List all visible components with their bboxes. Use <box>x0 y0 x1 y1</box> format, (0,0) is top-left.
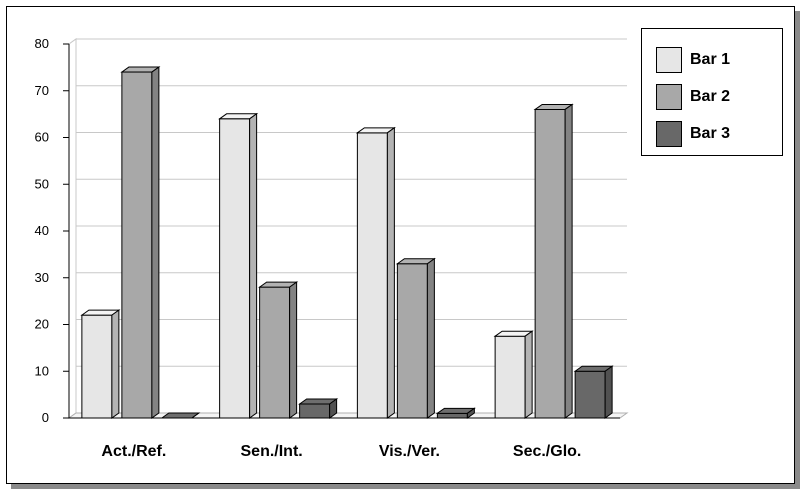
axes <box>63 38 629 419</box>
y-tick-label: 50 <box>35 176 49 191</box>
bar-3-3-side <box>466 407 475 419</box>
bar-1-3-front <box>356 132 388 419</box>
legend-swatch-bar-2 <box>656 84 682 110</box>
bar-1-1-side <box>111 309 120 419</box>
legend-label-bar-3: Bar 3 <box>690 125 731 142</box>
bar-2-1-front <box>121 71 153 419</box>
y-tick-label: 20 <box>35 317 49 332</box>
legend-item-bar-2: Bar 2 <box>656 84 781 112</box>
bar-2-2-side <box>289 281 298 419</box>
y-tick-label: 40 <box>35 223 49 238</box>
bar-3-2-front <box>299 403 331 419</box>
bar-3-4-side <box>604 365 613 419</box>
bar-1-2-front <box>219 118 251 419</box>
bar-2-3-side <box>426 257 435 419</box>
x-category-label: Act./Ref. <box>101 443 166 460</box>
bar-3-3-front <box>436 412 468 419</box>
legend-item-bar-1: Bar 1 <box>656 47 781 75</box>
bars <box>80 66 614 419</box>
x-category-label: Sec./Glo. <box>513 443 581 460</box>
y-tick-label: 10 <box>35 363 49 378</box>
legend-item-bar-3: Bar 3 <box>656 121 781 149</box>
bar-1-4-side <box>524 330 533 419</box>
bar-3-1-side <box>191 412 200 419</box>
legend-label-bar-1: Bar 1 <box>690 51 731 68</box>
y-tick-label: 70 <box>35 83 49 98</box>
bar-2-4-side <box>564 103 573 419</box>
legend-swatch-bar-3 <box>656 121 682 147</box>
bar-1-2-side <box>249 112 258 419</box>
x-category-label: Vis./Ver. <box>379 443 440 460</box>
x-category-labels: Act./Ref. Sen./Int. Vis./Ver. Sec./Glo. <box>101 443 581 460</box>
y-tick-label: 60 <box>35 130 49 145</box>
y-tick-label: 0 <box>42 410 49 425</box>
bar-1-3-side <box>386 126 395 419</box>
bar-2-4-front <box>534 108 566 419</box>
bar-2-2-front <box>259 286 291 419</box>
bar-1-1-front <box>81 314 113 419</box>
legend: Bar 1 Bar 2 Bar 3 <box>641 28 783 156</box>
bar-2-1-side <box>151 66 160 419</box>
y-tick-label: 30 <box>35 270 49 285</box>
legend-label-bar-2: Bar 2 <box>690 88 731 105</box>
bar-2-3-front <box>396 263 428 419</box>
y-tick-label: 80 <box>35 36 49 51</box>
y-tick-labels: 0 10 20 30 40 50 60 70 80 <box>35 36 49 425</box>
legend-swatch-bar-1 <box>656 47 682 73</box>
bar-1-4-front <box>494 335 526 419</box>
bar-3-2-side <box>329 398 338 419</box>
side-wall <box>68 38 77 419</box>
x-category-label: Sen./Int. <box>241 443 303 460</box>
bar-3-4-front <box>574 370 606 419</box>
